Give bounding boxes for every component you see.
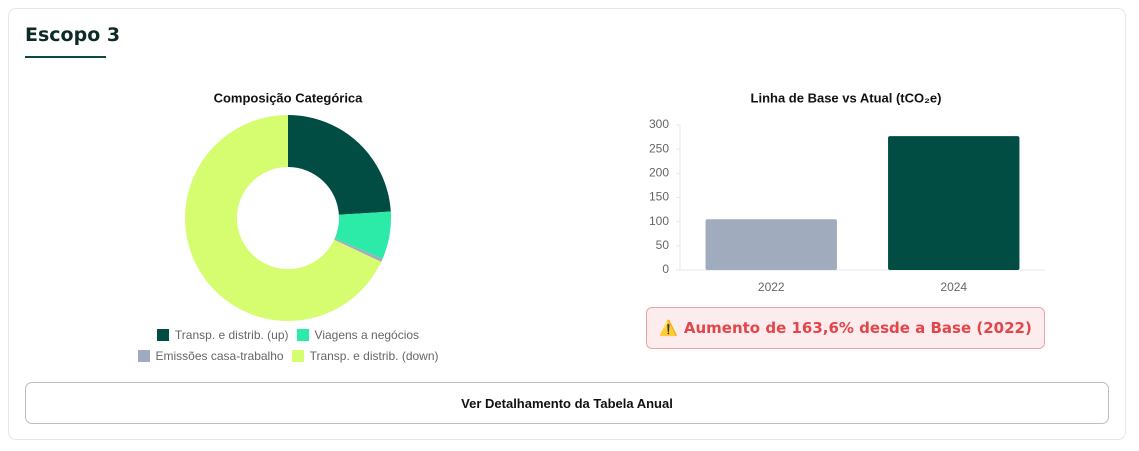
- chart-title: Linha de Base vs Atual (tCO₂e): [751, 90, 942, 105]
- y-tick-label: 150: [649, 190, 669, 204]
- legend: Transp. e distrib. (up) Viagens a negócio…: [118, 328, 458, 363]
- y-tick-label: 100: [649, 214, 669, 228]
- bar: [888, 136, 1020, 270]
- legend-swatch: [296, 329, 309, 341]
- bar: [705, 219, 837, 270]
- y-tick-label: 50: [656, 238, 670, 252]
- y-tick-label: 200: [649, 166, 669, 180]
- alert: ⚠️ Aumento de 163,6% desde a Base (2022): [646, 307, 1045, 349]
- legend-label: Viagens a negócios: [314, 328, 420, 342]
- y-tick-label: 300: [649, 117, 669, 131]
- section-title: Escopo 3: [25, 24, 121, 46]
- legend-item: Viagens a negócios: [296, 328, 420, 342]
- donut-slice: [288, 115, 391, 215]
- legend-label: Emissões casa-trabalho: [155, 349, 284, 363]
- legend-item: Emissões casa-trabalho: [137, 349, 284, 363]
- legend-swatch: [137, 350, 150, 362]
- legend-label: Transp. e distrib. (up): [174, 328, 289, 342]
- legend-swatch: [156, 329, 169, 341]
- legend-item: Transp. e distrib. (up): [156, 328, 289, 342]
- donut-slice: [334, 211, 391, 259]
- y-tick-label: 0: [662, 262, 669, 276]
- x-tick-label: 2022: [758, 280, 785, 294]
- chart-title: Composição Categórica: [214, 90, 364, 105]
- donut-slice: [334, 238, 383, 262]
- warning-icon: ⚠️: [659, 319, 678, 337]
- legend-item: Transp. e distrib. (down): [291, 349, 439, 363]
- x-tick-label: 2024: [940, 280, 967, 294]
- title-underline: [25, 56, 106, 58]
- y-tick-label: 250: [649, 141, 669, 155]
- alert-text: Aumento de 163,6% desde a Base (2022): [683, 319, 1032, 337]
- legend-swatch: [291, 350, 304, 362]
- legend-label: Transp. e distrib. (down): [309, 349, 439, 363]
- detail-button[interactable]: Ver Detalhamento da Tabela Anual: [25, 382, 1109, 424]
- donut-slice: [185, 115, 382, 321]
